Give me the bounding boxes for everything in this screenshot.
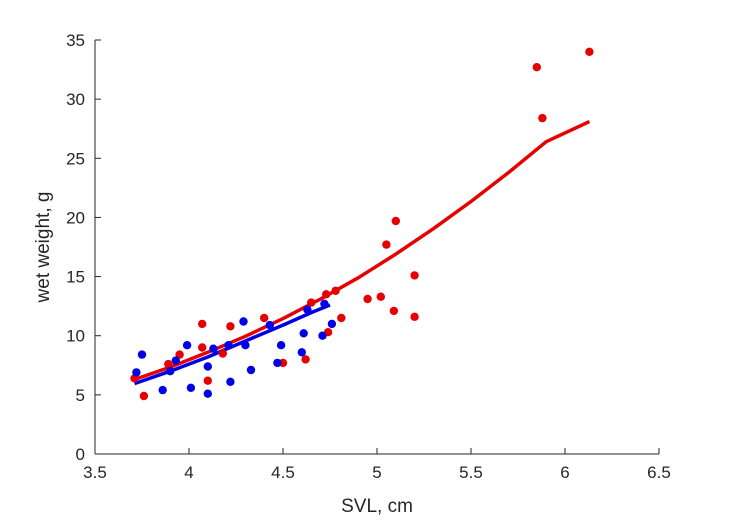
data-point: [303, 305, 312, 314]
data-point: [203, 376, 212, 385]
data-point: [182, 341, 192, 350]
ticks: 3.5 4 4.5 5 5.5 6 6.5 0 5 10 15 20 25 30 35: [66, 31, 671, 482]
data-point: [382, 240, 391, 249]
y-tick-label: 0: [76, 445, 85, 464]
data-point: [318, 331, 327, 340]
data-point: [297, 348, 306, 357]
x-tick-label: 4.5: [271, 463, 295, 482]
data-point: [538, 113, 547, 123]
data-point: [299, 329, 308, 338]
x-tick-label: 5.5: [459, 463, 483, 482]
data-point: [175, 350, 184, 359]
data-point: [532, 62, 541, 72]
data-point: [186, 383, 196, 392]
data-point: [198, 319, 207, 329]
data-point: [391, 216, 400, 226]
data-point: [331, 286, 340, 295]
data-point: [132, 368, 141, 377]
data-point: [410, 312, 419, 321]
axes: [94, 40, 659, 455]
data-point: [158, 385, 167, 395]
y-tick-label: 20: [66, 208, 85, 227]
data-point: [203, 362, 212, 371]
data-point: [166, 367, 175, 376]
data-point: [320, 299, 329, 308]
x-tick-label: 5: [372, 463, 381, 482]
data-point: [226, 322, 235, 331]
x-tick-label: 4: [184, 463, 193, 482]
data-point: [273, 358, 282, 368]
data-point: [226, 377, 235, 386]
data-point: [209, 344, 218, 353]
y-tick-label: 15: [66, 268, 85, 287]
data-point: [389, 306, 399, 316]
data-point: [139, 391, 149, 401]
fit-line: [132, 120, 591, 382]
data-point: [376, 292, 385, 301]
data-point: [137, 350, 147, 359]
y-tick-label: 35: [66, 31, 85, 50]
data-point: [585, 47, 594, 56]
data-point: [322, 290, 331, 299]
y-tick-label: 5: [76, 386, 85, 405]
x-tick-label: 3.5: [83, 463, 107, 482]
data-point: [198, 343, 207, 352]
x-tick-label: 6.5: [647, 463, 671, 482]
data-point: [307, 298, 316, 307]
data-point: [203, 389, 212, 398]
y-axis-label: wet weight, g: [33, 192, 54, 304]
data-point: [224, 341, 233, 350]
data-point: [260, 313, 269, 323]
x-axis-label: SVL, cm: [341, 496, 413, 517]
data-point: [327, 319, 337, 329]
data-point: [363, 294, 372, 304]
data-point: [239, 317, 248, 326]
data-point: [164, 359, 173, 369]
data-point: [410, 271, 419, 280]
y-tick-label: 25: [66, 149, 85, 168]
data-point: [246, 365, 256, 375]
data-point: [337, 313, 346, 323]
data-point: [241, 341, 250, 350]
data-point: [276, 341, 286, 350]
data-point: [265, 320, 274, 330]
data-point: [171, 356, 180, 365]
y-tick-label: 10: [66, 327, 85, 346]
data-series: [130, 47, 594, 401]
x-tick-label: 6: [560, 463, 569, 482]
data-point: [218, 349, 227, 358]
y-tick-label: 30: [66, 90, 85, 109]
data-point: [301, 355, 310, 364]
